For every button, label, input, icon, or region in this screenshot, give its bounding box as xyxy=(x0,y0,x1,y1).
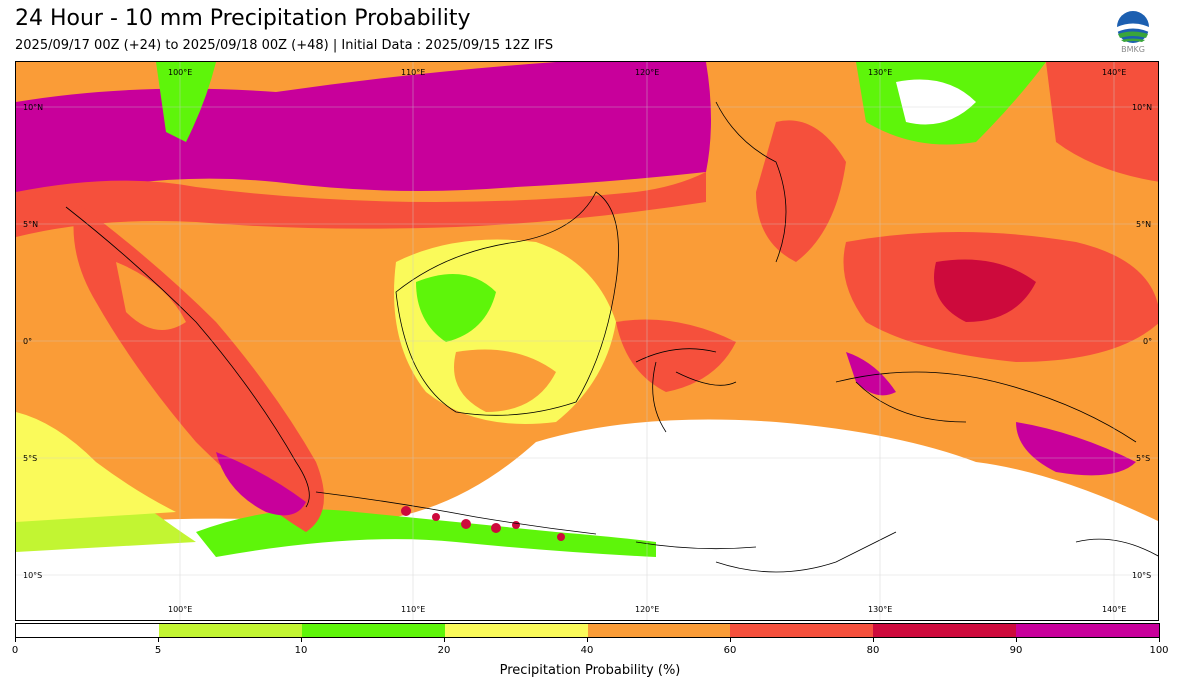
colorbar-segment-60-80 xyxy=(730,624,874,637)
colorbar-segment-80-90 xyxy=(873,624,1017,637)
lon-label-100e: 100°E xyxy=(168,68,193,77)
lon-label-120e: 120°E xyxy=(635,68,660,77)
precipitation-map: 100°E 110°E 120°E 130°E 140°E 100°E 110°… xyxy=(15,61,1159,621)
bmkg-logo: BMKG xyxy=(1115,10,1151,54)
colorbar-segment-40-60 xyxy=(587,624,731,637)
colorbar-tick-20: 20 xyxy=(437,645,451,656)
lat-label-0-right: 0° xyxy=(1143,337,1153,346)
colorbar-segment-20-40 xyxy=(444,624,588,637)
colorbar-tick-40: 40 xyxy=(580,645,594,656)
lat-label-0: 0° xyxy=(23,337,33,346)
lat-label-5s-right: 5°S xyxy=(1136,454,1151,463)
lat-label-5n: 5°N xyxy=(23,220,39,229)
lat-label-10n-right: 10°N xyxy=(1132,103,1153,112)
colorbar-tick-60: 60 xyxy=(723,645,737,656)
lat-label-5n-right: 5°N xyxy=(1136,220,1152,229)
chart-subtitle: 2025/09/17 00Z (+24) to 2025/09/18 00Z (… xyxy=(15,38,554,53)
map-canvas xyxy=(16,62,1158,620)
lat-label-10s-right: 10°S xyxy=(1132,571,1152,580)
colorbar xyxy=(15,623,1160,638)
lon-label-140e: 140°E xyxy=(1102,68,1127,77)
lat-label-10s: 10°S xyxy=(23,571,43,580)
colorbar-tick-10: 10 xyxy=(294,645,308,656)
colorbar-tick-5: 5 xyxy=(154,645,162,656)
chart-title: 24 Hour - 10 mm Precipitation Probabilit… xyxy=(15,6,471,31)
lon-label-100e-bottom: 100°E xyxy=(168,605,193,614)
lon-label-130e-bottom: 130°E xyxy=(868,605,893,614)
colorbar-segment-90-100 xyxy=(1016,624,1159,637)
lon-label-110e-bottom: 110°E xyxy=(401,605,426,614)
lon-label-130e: 130°E xyxy=(868,68,893,77)
lon-label-140e-bottom: 140°E xyxy=(1102,605,1127,614)
colorbar-label: Precipitation Probability (%) xyxy=(499,663,681,678)
colorbar-segment-10-20 xyxy=(301,624,445,637)
colorbar-segment-0-5 xyxy=(16,624,159,637)
colorbar-tick-90: 90 xyxy=(1009,645,1023,656)
colorbar-tick-0: 0 xyxy=(11,645,19,656)
lat-label-10n: 10°N xyxy=(23,103,44,112)
colorbar-tick-100: 100 xyxy=(1149,645,1169,656)
colorbar-tick-80: 80 xyxy=(866,645,880,656)
lon-label-110e: 110°E xyxy=(401,68,426,77)
lat-label-5s: 5°S xyxy=(23,454,38,463)
lon-label-120e-bottom: 120°E xyxy=(635,605,660,614)
colorbar-segment-5-10 xyxy=(158,624,302,637)
svg-text:BMKG: BMKG xyxy=(1121,45,1145,54)
